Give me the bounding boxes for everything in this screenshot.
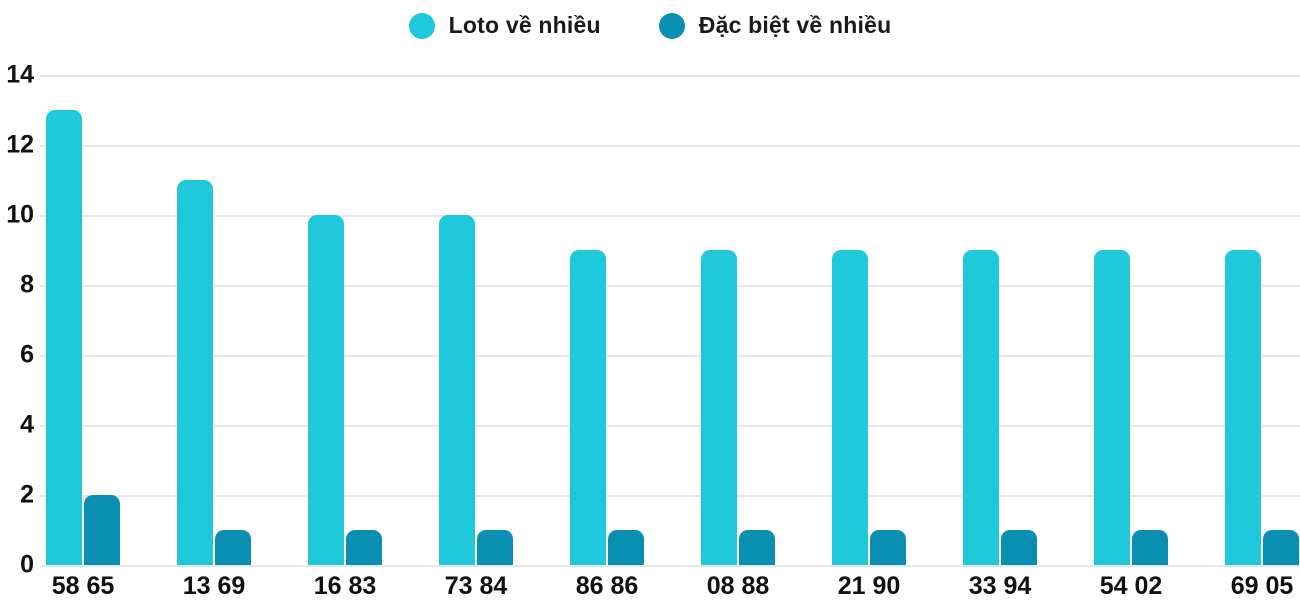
y-tick-label: 4 [20, 410, 34, 439]
bar-dac-biet-2[interactable] [346, 530, 382, 565]
x-category-label: 13 69 [182, 572, 246, 600]
x-category-label: 86 86 [575, 572, 639, 600]
x-category-label: 73 84 [444, 572, 508, 600]
gridline [40, 355, 1300, 357]
gridline [40, 145, 1300, 147]
bar-dac-biet-4[interactable] [608, 530, 644, 565]
bar-dac-biet-3[interactable] [477, 530, 513, 565]
y-tick-label: 8 [20, 270, 34, 299]
bar-loto-5[interactable] [701, 250, 737, 565]
y-tick-label: 12 [6, 130, 34, 159]
bar-loto-7[interactable] [963, 250, 999, 565]
bar-loto-1[interactable] [177, 180, 213, 565]
bar-loto-8[interactable] [1094, 250, 1130, 565]
bar-loto-2[interactable] [308, 215, 344, 565]
bar-dac-biet-9[interactable] [1263, 530, 1299, 565]
bar-dac-biet-0[interactable] [84, 495, 120, 565]
gridline [40, 565, 1300, 567]
y-tick-label: 6 [20, 340, 34, 369]
legend-item-dac-biet[interactable]: Đặc biệt về nhiều [658, 12, 892, 39]
gridline [40, 75, 1300, 77]
x-category-label: 21 90 [837, 572, 901, 600]
x-category-label: 69 05 [1230, 572, 1294, 600]
bar-dac-biet-8[interactable] [1132, 530, 1168, 565]
bar-loto-0[interactable] [46, 110, 82, 565]
bar-loto-4[interactable] [570, 250, 606, 565]
y-tick-label: 10 [6, 200, 34, 229]
bar-loto-6[interactable] [832, 250, 868, 565]
chart-legend: Loto về nhiều Đặc biệt về nhiều [0, 12, 1300, 39]
gridline [40, 425, 1300, 427]
bar-dac-biet-1[interactable] [215, 530, 251, 565]
bar-loto-3[interactable] [439, 215, 475, 565]
gridline [40, 215, 1300, 217]
gridline [40, 285, 1300, 287]
gridline [40, 495, 1300, 497]
y-tick-label: 2 [20, 480, 34, 509]
x-category-label: 08 88 [706, 572, 770, 600]
y-tick-label: 14 [6, 60, 34, 89]
legend-label-loto: Loto về nhiều [448, 12, 601, 38]
x-category-label: 54 02 [1099, 572, 1163, 600]
legend-swatch-dac-biet-icon [658, 12, 685, 39]
bar-dac-biet-7[interactable] [1001, 530, 1037, 565]
legend-swatch-loto-icon [408, 12, 435, 39]
bar-dac-biet-6[interactable] [870, 530, 906, 565]
bar-loto-9[interactable] [1225, 250, 1261, 565]
legend-label-dac-biet: Đặc biệt về nhiều [698, 12, 892, 38]
x-category-label: 58 65 [51, 572, 115, 600]
bar-dac-biet-5[interactable] [739, 530, 775, 565]
legend-item-loto[interactable]: Loto về nhiều [408, 12, 601, 39]
y-tick-label: 0 [20, 550, 34, 579]
x-category-label: 16 83 [313, 572, 377, 600]
x-category-label: 33 94 [968, 572, 1032, 600]
